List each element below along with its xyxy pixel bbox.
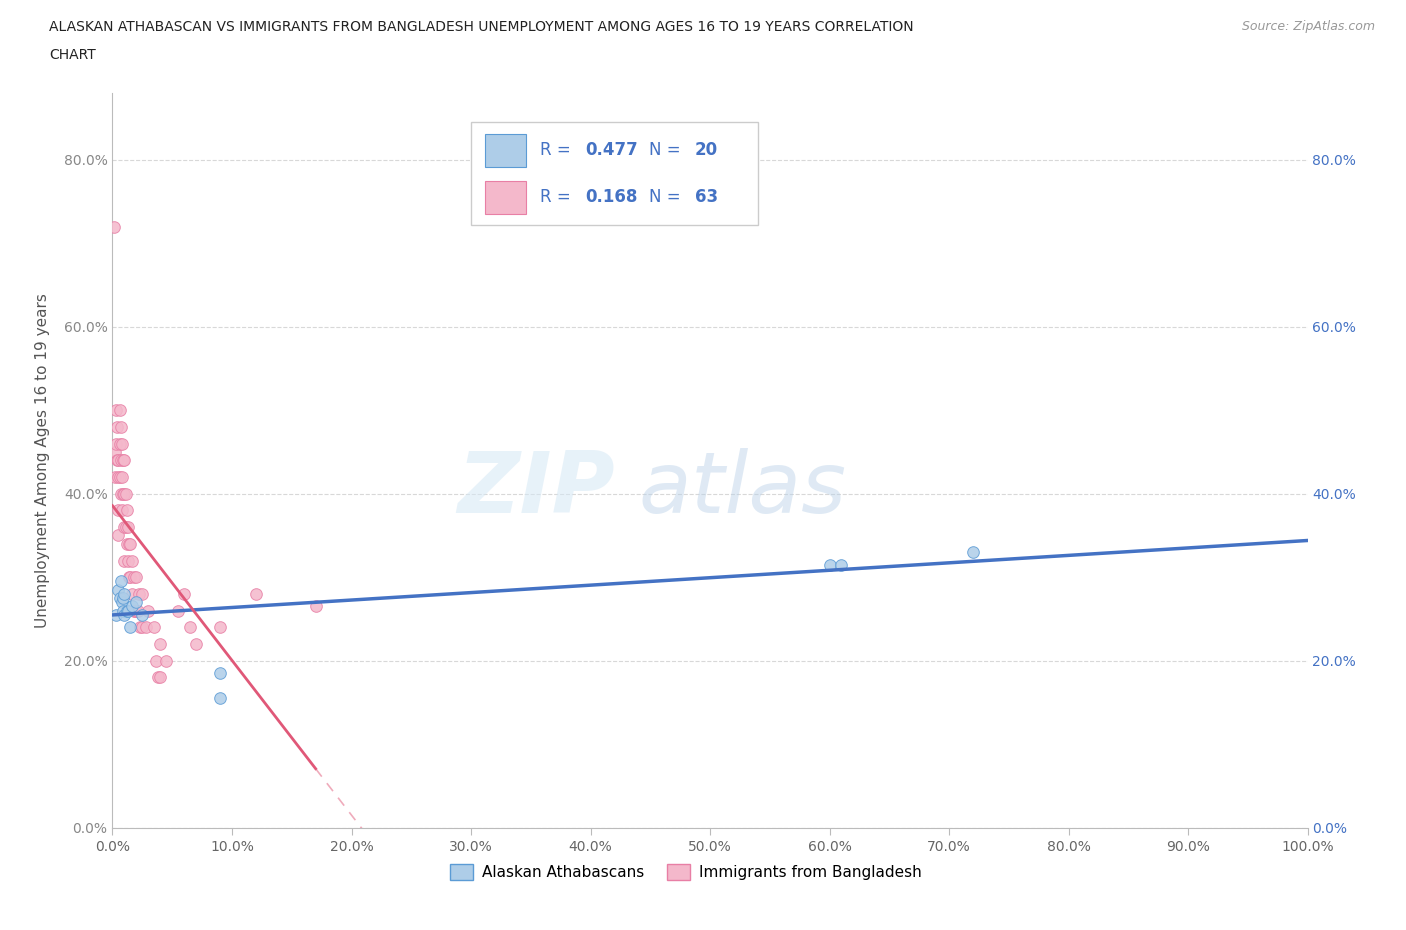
Point (128, 587, 150, 602)
Point (115, 604, 138, 618)
Y-axis label: Unemployment Among Ages 16 to 19 years: Unemployment Among Ages 16 to 19 years (35, 293, 49, 628)
Point (131, 587, 153, 602)
Point (103, 219, 125, 234)
Point (105, 419, 128, 434)
Legend: Alaskan Athabascans, Immigrants from Bangladesh: Alaskan Athabascans, Immigrants from Ban… (444, 858, 928, 886)
Point (120, 537, 142, 551)
Point (105, 607, 128, 622)
Point (125, 604, 148, 618)
Point (112, 453, 135, 468)
Point (138, 604, 160, 618)
Text: ZIP: ZIP (457, 448, 614, 531)
Point (962, 545, 984, 560)
Point (108, 470, 131, 485)
Point (143, 620, 166, 635)
Point (114, 486, 135, 501)
Point (112, 604, 135, 618)
Point (105, 436, 128, 451)
Point (209, 620, 232, 635)
Point (117, 553, 139, 568)
Point (107, 453, 129, 468)
Point (155, 653, 177, 668)
Point (111, 503, 134, 518)
Point (111, 436, 134, 451)
Point (121, 587, 143, 602)
Point (107, 503, 129, 518)
Point (110, 486, 132, 501)
Point (167, 604, 190, 618)
Point (179, 620, 201, 635)
Point (117, 520, 139, 535)
Point (112, 486, 135, 501)
Point (818, 557, 841, 572)
Point (117, 604, 139, 618)
Point (149, 670, 172, 684)
Point (114, 587, 135, 602)
Point (121, 553, 143, 568)
Point (112, 591, 135, 605)
Point (111, 595, 134, 610)
Point (108, 436, 131, 451)
Point (209, 666, 232, 681)
Point (305, 599, 328, 614)
Point (129, 620, 152, 635)
Point (114, 486, 136, 501)
Point (125, 570, 148, 585)
Point (114, 607, 135, 622)
Point (131, 607, 153, 622)
Point (107, 470, 129, 485)
Point (209, 691, 232, 706)
Point (146, 670, 169, 684)
Point (131, 620, 153, 635)
Point (107, 582, 129, 597)
Point (127, 604, 149, 618)
Point (110, 574, 132, 589)
Point (122, 570, 145, 585)
Point (121, 599, 143, 614)
Point (135, 620, 157, 635)
Point (124, 604, 146, 618)
Point (125, 595, 148, 610)
Point (245, 587, 267, 602)
Point (186, 637, 208, 652)
Point (831, 557, 853, 572)
Point (122, 604, 145, 618)
Text: CHART: CHART (49, 48, 96, 62)
Point (105, 403, 128, 418)
Point (115, 537, 138, 551)
Point (107, 528, 129, 543)
Point (145, 653, 167, 668)
Point (149, 637, 172, 652)
Point (110, 419, 132, 434)
Point (111, 470, 134, 485)
Text: atlas: atlas (638, 448, 846, 531)
Point (108, 591, 131, 605)
Point (115, 503, 138, 518)
Point (120, 620, 142, 635)
Point (110, 453, 132, 468)
Point (173, 587, 195, 602)
Point (120, 570, 142, 585)
Point (105, 453, 128, 468)
Point (104, 445, 127, 459)
Point (108, 403, 131, 418)
Point (114, 520, 135, 535)
Point (118, 537, 141, 551)
Text: Source: ZipAtlas.com: Source: ZipAtlas.com (1241, 20, 1375, 33)
Point (114, 453, 135, 468)
Point (118, 570, 141, 585)
Point (114, 553, 135, 568)
Point (104, 470, 127, 485)
Point (114, 520, 136, 535)
Text: ALASKAN ATHABASCAN VS IMMIGRANTS FROM BANGLADESH UNEMPLOYMENT AMONG AGES 16 TO 1: ALASKAN ATHABASCAN VS IMMIGRANTS FROM BA… (49, 20, 914, 34)
